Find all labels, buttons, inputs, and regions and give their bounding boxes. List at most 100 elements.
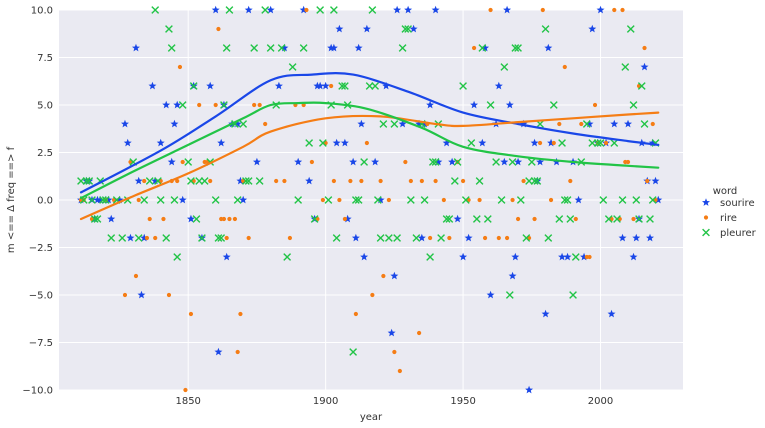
pleurer-point (283, 253, 292, 261)
pleurer-point (569, 291, 577, 299)
sourire-point (244, 5, 253, 14)
rire-point (510, 197, 515, 203)
pleurer-point (541, 25, 550, 33)
pleurer-legend-marker (702, 228, 710, 237)
pleurer-point (467, 139, 476, 147)
pleurer-point (566, 215, 575, 223)
rire-point (551, 140, 556, 146)
pleurer-point (368, 6, 377, 14)
pleurer-point (294, 196, 303, 204)
rire-point (460, 178, 466, 184)
pleurer-point (198, 234, 206, 242)
pleurer-point (316, 6, 325, 14)
sourire-point (107, 214, 116, 223)
y-tick-label: 5.0 (37, 101, 53, 112)
rire-point (557, 121, 562, 127)
sourire-point (390, 271, 399, 280)
pleurer-point (505, 291, 514, 299)
pleurer-point (305, 139, 314, 147)
sourire-point (448, 157, 457, 166)
legend: word sourire rire pleurer (702, 186, 757, 239)
pleurer-point (632, 196, 641, 204)
rire-point (521, 178, 526, 184)
pleurer-point (516, 196, 525, 204)
rire-point (144, 235, 150, 241)
pleurer-point (555, 215, 564, 223)
rire-point (482, 235, 488, 241)
pleurer-point (640, 120, 649, 128)
sourire-point (481, 43, 490, 52)
pleurer-point (211, 196, 220, 204)
rire-point (246, 235, 251, 241)
rire-point (221, 216, 227, 222)
rire-point (408, 178, 413, 184)
sourire-point (294, 157, 303, 166)
sourire-point (508, 271, 517, 280)
rire-point (329, 83, 334, 89)
pleurer-point (217, 234, 226, 242)
sourire-point (217, 138, 226, 147)
y-tick-label: −2.5 (29, 243, 53, 254)
sourire-point (525, 385, 534, 394)
pleurer-point (398, 44, 407, 52)
pleurer-point (192, 215, 201, 223)
pleurer-point (261, 6, 270, 14)
pleurer-point (340, 82, 349, 90)
rire-point (142, 178, 147, 184)
pleurer-point (134, 234, 143, 242)
sourire-point (252, 157, 261, 166)
sourire-point (332, 138, 341, 147)
rire-point (216, 26, 221, 32)
sourire-point (651, 176, 660, 185)
sourire-point (404, 5, 413, 14)
rire-point (645, 178, 650, 184)
rire-point (208, 178, 213, 184)
rire-point (532, 216, 537, 222)
sourire-point (558, 252, 567, 261)
rire-point (504, 235, 510, 241)
rire-point (642, 45, 647, 51)
sourire-point (511, 252, 520, 261)
pleurer-point (558, 139, 566, 147)
sourire-point (126, 233, 135, 242)
pleurer-point (145, 177, 154, 185)
sourire-point (563, 252, 572, 261)
rire-point (282, 178, 287, 184)
rire-point (386, 197, 391, 203)
pleurer-point (426, 253, 434, 261)
rire-point (433, 178, 438, 184)
sourire-point (478, 138, 487, 147)
rire-point (177, 64, 183, 70)
pleurer-point (324, 196, 333, 204)
sourire-point (360, 252, 369, 261)
y-tick-label: −10.0 (22, 386, 53, 397)
rire-point (197, 102, 202, 108)
rire-point (515, 216, 521, 222)
sourire-point (274, 81, 283, 90)
sourire-point (646, 233, 655, 242)
pleurer-point (618, 196, 627, 204)
sourire-point (536, 157, 545, 166)
sourire-point (266, 5, 275, 14)
rire-point (537, 140, 543, 146)
pleurer-point (549, 101, 558, 109)
pleurer-point (255, 177, 264, 185)
sourire-point (167, 157, 176, 166)
x-tick-label: 1950 (450, 396, 475, 407)
sourire-point (236, 176, 245, 185)
pleurer-point (187, 177, 195, 185)
y-tick-label: −5.0 (29, 291, 53, 302)
sourire-point (588, 24, 597, 33)
sourire-point (357, 119, 366, 128)
pleurer-point (563, 196, 572, 204)
sourire-point (544, 43, 553, 52)
sourire-point (503, 5, 512, 14)
rire-point (320, 197, 325, 203)
sourire-point (376, 195, 385, 204)
pleurer-point (582, 120, 591, 128)
pleurer-point (604, 215, 613, 223)
pleurer-point (522, 234, 531, 242)
sourire-point (494, 81, 503, 90)
sourire-point (585, 119, 594, 128)
